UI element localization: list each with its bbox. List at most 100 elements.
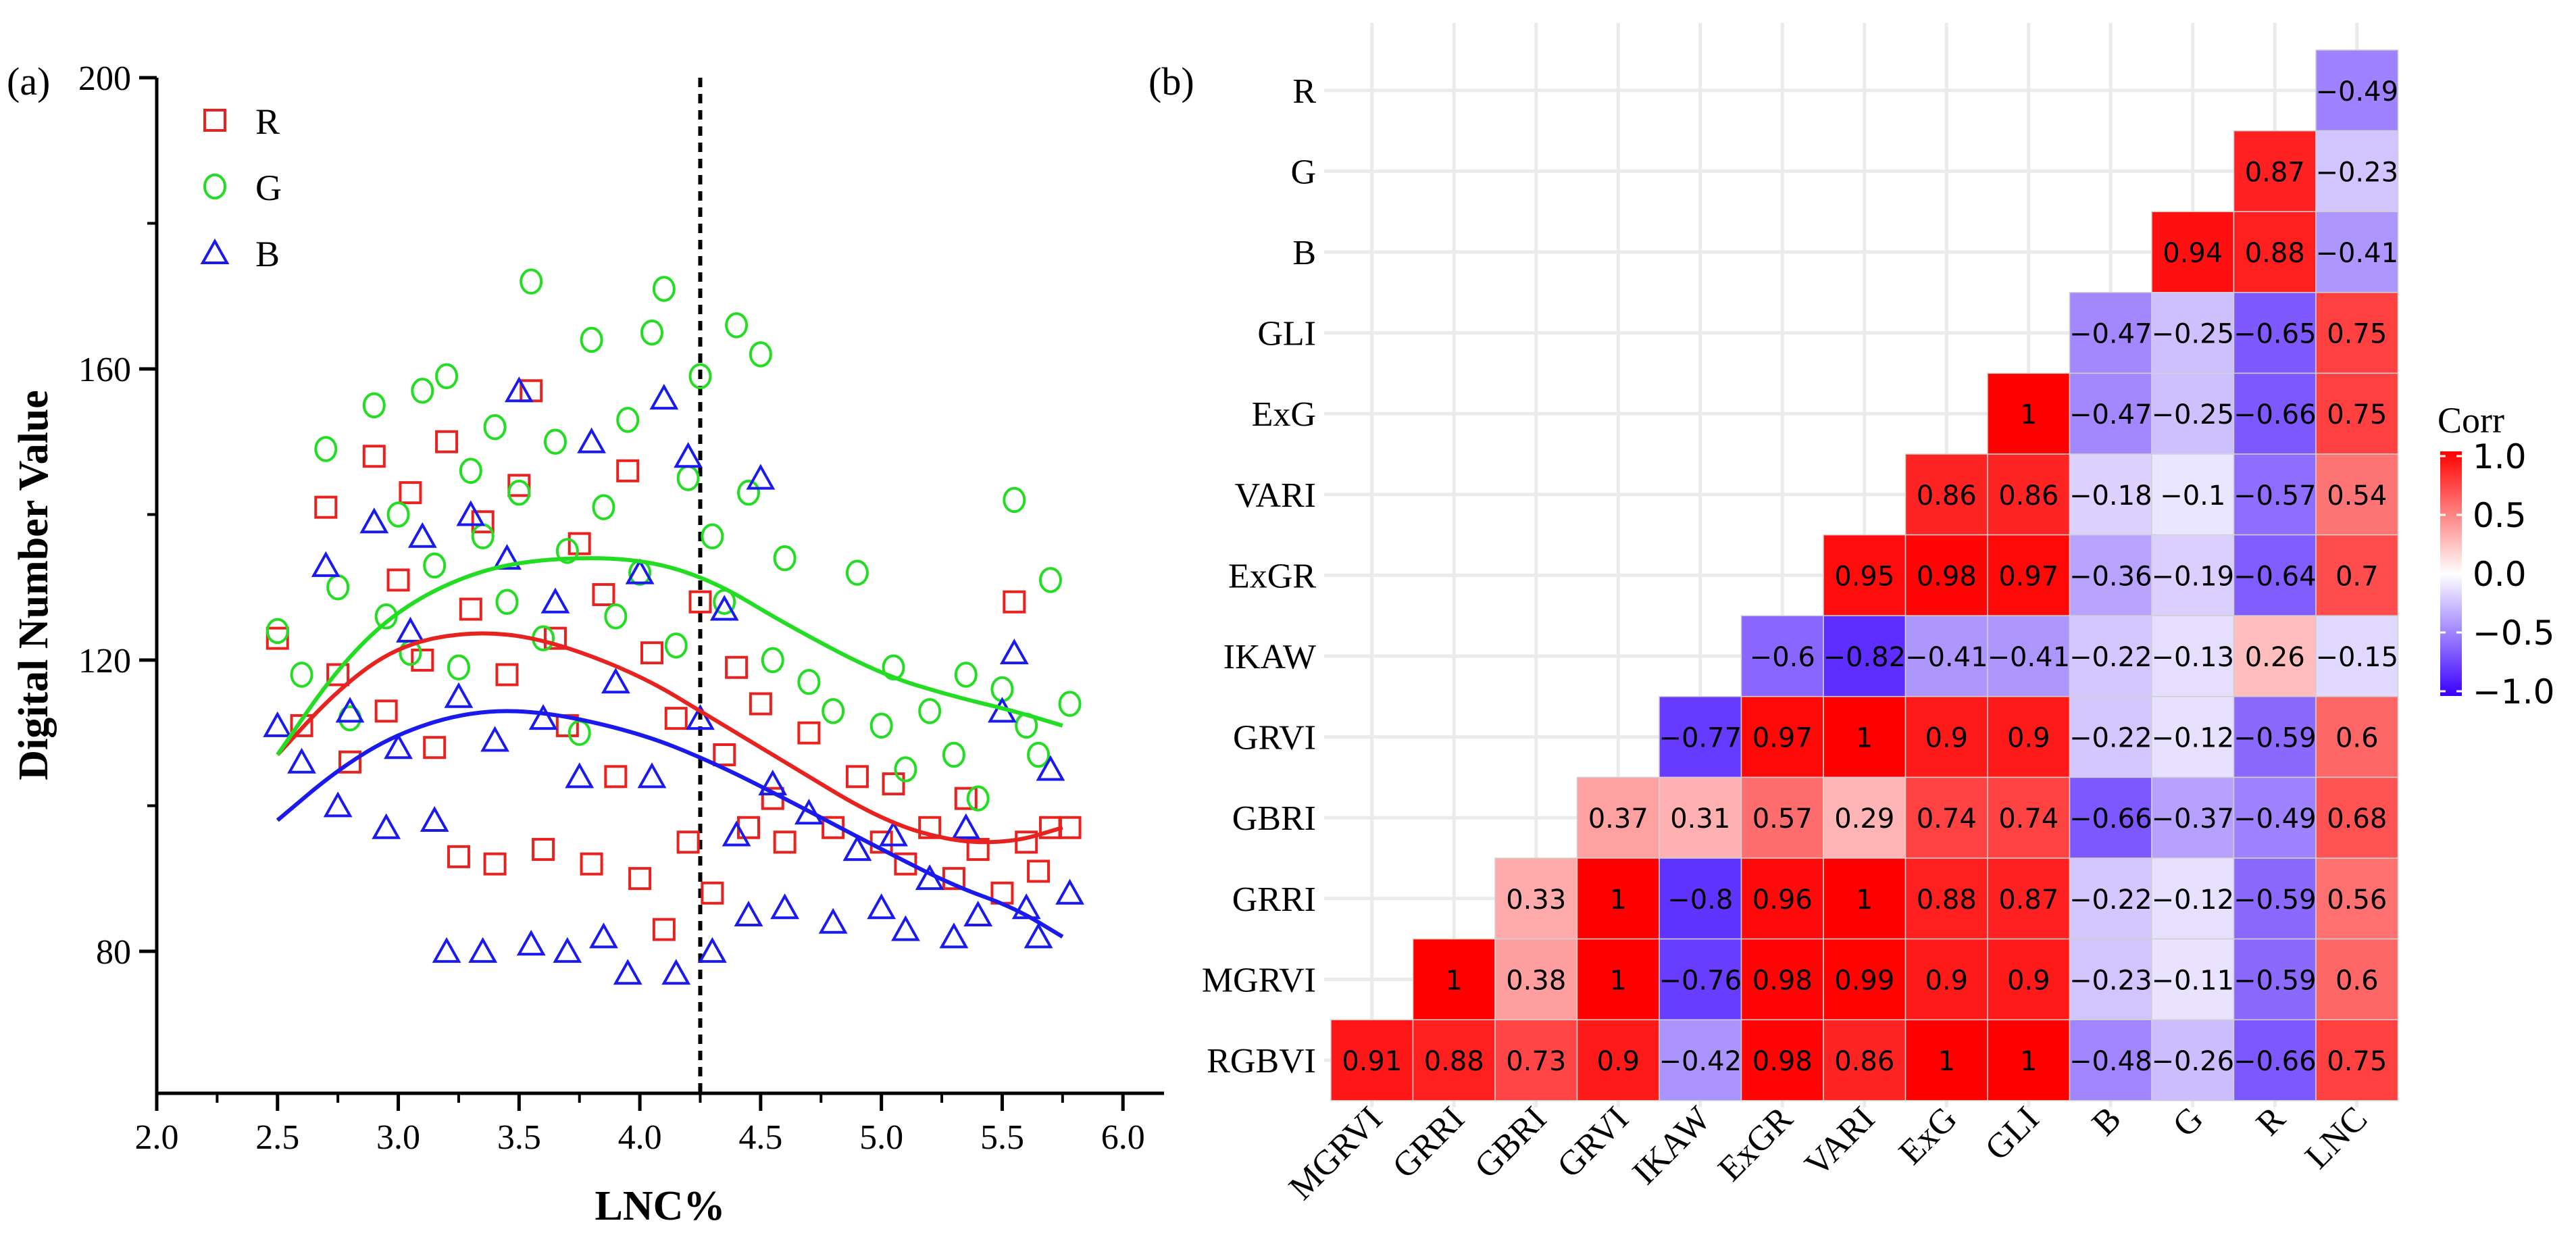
point-G xyxy=(942,741,965,768)
point-B xyxy=(359,507,389,534)
point-R xyxy=(749,692,772,716)
heatmap-cell xyxy=(2315,211,2399,293)
heatmap-cell xyxy=(2233,938,2317,1020)
point-B xyxy=(734,900,763,927)
scatter-points xyxy=(263,268,1084,985)
point-R xyxy=(1015,830,1038,854)
heatmap-cell xyxy=(2151,453,2235,536)
point-R xyxy=(918,816,942,839)
heatmap-cell xyxy=(1659,776,1742,859)
heatmap-cell xyxy=(1987,372,2071,455)
row-label: GLI xyxy=(1257,315,1316,353)
heatmap-cell xyxy=(2151,292,2235,374)
cell-value-label: 0.88 xyxy=(1917,884,1977,916)
point-G xyxy=(688,363,712,389)
cell-value-label: 0.75 xyxy=(2327,1046,2387,1077)
point-B xyxy=(746,464,776,490)
point-R xyxy=(326,663,350,687)
point-R xyxy=(543,626,567,650)
point-B xyxy=(867,893,896,920)
cell-value-label: 0.73 xyxy=(1506,1046,1566,1077)
point-G xyxy=(894,756,917,782)
heatmap-cell xyxy=(1740,696,1824,778)
point-R xyxy=(507,474,531,497)
heatmap-cell xyxy=(1904,776,1988,859)
cell-value-label: −0.66 xyxy=(2233,399,2317,430)
y-tick-label: 80 xyxy=(96,933,131,972)
cell-value-label: 0.97 xyxy=(1752,723,1813,754)
heatmap-cell xyxy=(2315,292,2399,374)
cell-value-label: 0.54 xyxy=(2327,480,2387,512)
point-G xyxy=(435,363,459,389)
point-G xyxy=(314,436,338,462)
row-label: RGBVI xyxy=(1207,1042,1316,1080)
cell-value-label: 0.74 xyxy=(1998,803,2059,834)
cell-value-label: −0.12 xyxy=(2151,723,2234,754)
point-G xyxy=(592,494,615,520)
point-G xyxy=(362,392,386,419)
column-label: VARI xyxy=(1798,1099,1882,1184)
cell-value-label: −0.42 xyxy=(1659,1046,1742,1077)
column-label: ExG xyxy=(1892,1099,1965,1172)
heatmap-cell xyxy=(1823,615,1906,697)
point-R xyxy=(1058,816,1082,839)
heatmap-cell xyxy=(1987,453,2071,536)
legend-title: Corr xyxy=(2438,400,2504,441)
point-G xyxy=(773,545,797,572)
point-R xyxy=(374,699,398,723)
point-B xyxy=(939,922,969,949)
point-G xyxy=(459,457,482,484)
cell-value-label: −0.49 xyxy=(2233,803,2317,834)
x-tick-label: 4.0 xyxy=(618,1118,662,1157)
heatmap-cell xyxy=(1412,1019,1496,1101)
point-B xyxy=(384,733,413,759)
row-label: VARI xyxy=(1235,476,1316,515)
point-G xyxy=(266,618,289,645)
point-B xyxy=(1011,893,1041,920)
point-G xyxy=(520,268,543,295)
x-tick-label: 4.5 xyxy=(738,1118,782,1157)
point-R xyxy=(411,648,434,672)
legend-label-G: G xyxy=(255,168,282,208)
cell-value-label: 0.38 xyxy=(1506,965,1566,996)
row-label: GRRI xyxy=(1232,880,1316,919)
point-G xyxy=(386,501,410,528)
cell-value-label: −0.59 xyxy=(2233,884,2317,916)
point-B xyxy=(480,726,509,752)
heatmap-cell xyxy=(1740,615,1824,697)
heatmap-cell xyxy=(1494,857,1578,940)
trend-lines xyxy=(276,556,1064,939)
column-label: G xyxy=(2165,1099,2211,1145)
heatmap-cell xyxy=(2315,49,2399,132)
cell-value-label: −0.19 xyxy=(2151,561,2234,592)
point-B xyxy=(722,820,751,847)
cell-value-label: 1 xyxy=(1938,1046,1955,1077)
point-B xyxy=(432,937,461,963)
heatmap-cell xyxy=(2151,534,2235,616)
point-G xyxy=(495,589,519,615)
heatmap-cell xyxy=(2315,534,2399,616)
heatmap-cell xyxy=(1659,938,1742,1020)
point-B xyxy=(709,595,739,621)
row-label: G xyxy=(1290,153,1316,191)
heatmap-cell xyxy=(2315,938,2399,1020)
point-G xyxy=(290,662,313,688)
point-B xyxy=(649,383,679,410)
point-B xyxy=(1024,922,1053,949)
heatmap-cell xyxy=(1987,615,2071,697)
point-R xyxy=(314,495,338,519)
point-B xyxy=(674,442,703,468)
heatmap-panel: (b) −0.490.87 −0.230.94 0.88 −0.41−0.47−0.2… xyxy=(1148,23,2554,1207)
point-B xyxy=(504,376,534,403)
heatmap-cell xyxy=(2069,453,2152,536)
heatmap-cell xyxy=(1987,534,2071,616)
heatmap-cell xyxy=(2315,857,2399,940)
cell-value-label: −0.25 xyxy=(2151,399,2234,430)
cell-value-label: 0.9 xyxy=(2007,965,2050,996)
point-R xyxy=(338,750,362,774)
cell-value-label: −0.41 xyxy=(1905,642,1988,673)
point-G xyxy=(701,523,724,550)
heatmap-cell xyxy=(1740,938,1824,1020)
heatmap-cell xyxy=(2233,615,2317,697)
